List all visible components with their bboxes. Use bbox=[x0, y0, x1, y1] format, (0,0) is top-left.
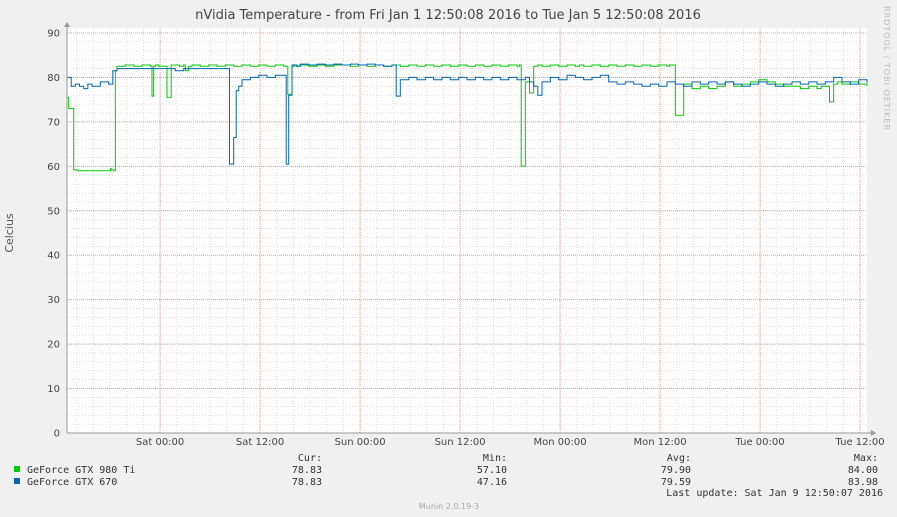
y-tick-label: 10 bbox=[47, 384, 60, 395]
series-line-0 bbox=[67, 64, 868, 172]
y-axis-label: Celcius bbox=[3, 213, 16, 253]
legend-header-max: Max: bbox=[854, 453, 878, 464]
legend-value-cur-0: 78.83 bbox=[292, 465, 322, 476]
legend-swatch-1 bbox=[14, 478, 20, 484]
legend-value-cur-1: 78.83 bbox=[292, 477, 322, 488]
x-tick-label: Mon 00:00 bbox=[534, 437, 587, 448]
x-tick-label: Mon 12:00 bbox=[634, 437, 687, 448]
y-tick-label: 90 bbox=[47, 29, 60, 40]
y-tick-label: 70 bbox=[47, 117, 60, 128]
legend-value-max-1: 83.98 bbox=[848, 477, 878, 488]
legend-swatch-0 bbox=[14, 466, 20, 472]
chart-title: nVidia Temperature - from Fri Jan 1 12:5… bbox=[195, 8, 701, 23]
legend-value-avg-0: 79.90 bbox=[661, 465, 691, 476]
x-tick-label: Sun 00:00 bbox=[335, 437, 386, 448]
rrdtool-watermark: RRDTOOL / TOBI OETIKER bbox=[882, 6, 891, 131]
munin-version: Munin 2.0.19-3 bbox=[419, 502, 479, 511]
y-tick-label: 30 bbox=[47, 295, 60, 306]
legend-value-avg-1: 79.59 bbox=[661, 477, 691, 488]
x-tick-label: Sun 12:00 bbox=[435, 437, 486, 448]
plot-area bbox=[67, 28, 867, 433]
x-tick-label: Sat 00:00 bbox=[136, 437, 184, 448]
x-tick-label: Tue 12:00 bbox=[835, 437, 885, 448]
legend-header-avg: Avg: bbox=[667, 453, 691, 464]
tick-labels: 0 10 20 30 40 50 60 70 80 90 Sat 00:00 Sat 12:00 Sun… bbox=[47, 29, 884, 449]
last-update-text: Last update: Sat Jan 9 12:50:07 2016 bbox=[666, 488, 883, 499]
legend-value-max-0: 84.00 bbox=[848, 465, 878, 476]
legend-header-cur: Cur: bbox=[298, 453, 322, 464]
x-tick-label: Sat 12:00 bbox=[236, 437, 284, 448]
series-lines bbox=[67, 63, 868, 172]
legend-series-name-1: GeForce GTX 670 bbox=[27, 477, 117, 488]
legend-value-min-0: 57.10 bbox=[477, 465, 507, 476]
legend-value-min-1: 47.16 bbox=[477, 477, 507, 488]
x-axis-arrow bbox=[871, 430, 876, 436]
legend-header-min: Min: bbox=[483, 453, 507, 464]
y-tick-label: 50 bbox=[47, 206, 60, 217]
legend: Cur: Min: Avg: Max: GeForce GTX 980 Ti 78.83 5… bbox=[14, 453, 878, 488]
grid-lines bbox=[67, 28, 867, 434]
legend-series-name-0: GeForce GTX 980 Ti bbox=[27, 465, 135, 476]
y-tick-label: 60 bbox=[47, 162, 60, 173]
y-tick-label: 40 bbox=[47, 251, 60, 262]
y-tick-label: 20 bbox=[47, 340, 60, 351]
y-tick-label: 0 bbox=[54, 429, 60, 440]
y-tick-label: 80 bbox=[47, 73, 60, 84]
axes bbox=[64, 22, 876, 436]
x-tick-label: Tue 00:00 bbox=[735, 437, 785, 448]
y-axis-arrow bbox=[64, 22, 70, 27]
series-line-1 bbox=[67, 63, 868, 165]
